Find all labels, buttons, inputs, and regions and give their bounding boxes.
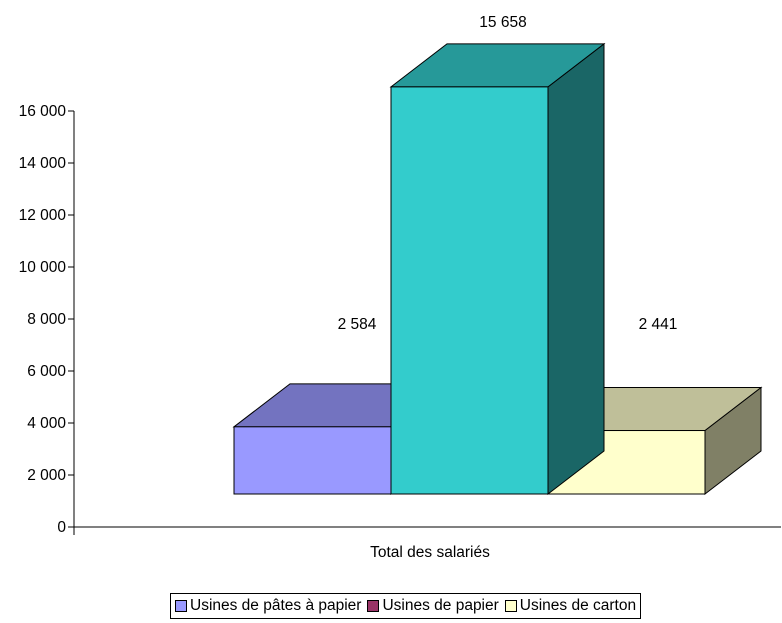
x-category-label: Total des salariés [370, 544, 490, 561]
bar [233, 426, 392, 495]
legend-label-carton: Usines de carton [519, 597, 637, 614]
data-label: 2 584 [338, 316, 377, 333]
bars-layer [232, 42, 763, 496]
legend-item-pates: Usines de pâtes à papier [175, 597, 361, 615]
y-tick-label: 4 000 [27, 415, 66, 432]
y-tick-label: 2 000 [27, 467, 66, 484]
legend: Usines de pâtes à papier Usines de papie… [170, 593, 642, 619]
legend-swatch-carton [504, 600, 517, 612]
data-label: 2 441 [639, 316, 678, 333]
legend-swatch-papier [367, 600, 380, 612]
axis-layer: 0 2 000 4 000 6 000 8 000 10 000 12 000 14 000 1… [19, 103, 781, 536]
bar-3d [389, 42, 606, 496]
y-tick-label: 12 000 [19, 207, 67, 224]
legend-item-papier: Usines de papier [367, 597, 499, 615]
bar-side [547, 42, 605, 496]
y-tick-label: 0 [57, 519, 66, 536]
y-tick-label: 14 000 [19, 155, 67, 172]
data-label: 15 658 [479, 14, 526, 31]
bar [390, 86, 549, 495]
y-tick-label: 16 000 [19, 103, 67, 120]
y-tick-label: 8 000 [27, 311, 66, 328]
legend-label-papier: Usines de papier [382, 597, 499, 614]
legend-item-carton: Usines de carton [504, 597, 637, 615]
y-tick-label: 6 000 [27, 363, 66, 380]
y-tick-label: 10 000 [19, 259, 67, 276]
legend-label-pates: Usines de pâtes à papier [190, 597, 362, 614]
labels-layer: Total des salariés 2 584 15 658 2 441 [338, 14, 678, 561]
legend-swatch-pates [175, 600, 187, 612]
